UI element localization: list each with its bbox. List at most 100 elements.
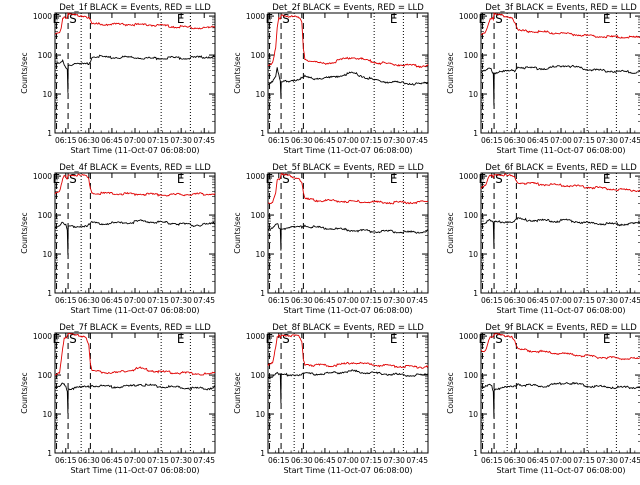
x-tick-label: 06:45 (527, 456, 549, 465)
x-tick-label: 07:30 (383, 136, 405, 145)
panel-title: Det_2f BLACK = Events, RED = LLD (272, 3, 424, 13)
plot-frame (267, 172, 429, 294)
x-tick-label: 07:30 (596, 136, 618, 145)
marker-e-end: E (603, 12, 611, 26)
panel-4: Det_4f BLACK = Events, RED = LLD 1 10 100 10… (20, 163, 216, 315)
x-tick-label: 06:30 (78, 136, 100, 145)
x-tick-label: 07:00 (337, 136, 359, 145)
marker-e-start: E (53, 332, 61, 346)
panel-6: Det_6f BLACK = Events, RED = LLD 1 10 100 10… (446, 163, 640, 315)
y-tick-label: 100 (464, 51, 479, 60)
y-tick-label: 100 (38, 51, 53, 60)
x-tick-label: 07:45 (406, 136, 428, 145)
events-series-line (54, 382, 216, 414)
plot-frame (267, 12, 429, 134)
marker-e-start: E (479, 172, 487, 186)
y-axis-label: Counts/sec (446, 52, 455, 93)
x-tick-label: 07:45 (619, 296, 640, 305)
marker-e-end: E (177, 332, 185, 346)
y-tick-label: 100 (464, 371, 479, 380)
x-tick-label: 07:45 (619, 456, 640, 465)
panel-title: Det_7f BLACK = Events, RED = LLD (59, 323, 211, 333)
x-tick-label: 06:45 (314, 136, 336, 145)
x-tick-label: 07:45 (619, 136, 640, 145)
lld-series-line (267, 172, 429, 205)
marker-s: S (495, 332, 503, 346)
lld-series-line (54, 11, 216, 35)
panel-5: Det_5f BLACK = Events, RED = LLD 1 10 100 10… (233, 163, 429, 315)
y-tick-label: 10 (42, 90, 52, 99)
x-axis-label: Start Time (11-Oct-07 06:08:00) (496, 306, 625, 315)
y-tick-label: 1 (473, 289, 478, 298)
y-tick-label: 10 (255, 90, 265, 99)
x-tick-label: 06:45 (101, 296, 123, 305)
x-tick-label: 06:45 (314, 296, 336, 305)
plot-frame (54, 172, 216, 294)
y-tick-label: 10 (42, 410, 52, 419)
y-axis-label: Counts/sec (446, 372, 455, 413)
x-tick-label: 07:30 (596, 296, 618, 305)
x-tick-label: 06:15 (55, 296, 77, 305)
events-series-line (54, 54, 216, 93)
x-tick-label: 06:30 (504, 456, 526, 465)
x-tick-label: 06:15 (268, 296, 290, 305)
y-tick-label: 100 (38, 371, 53, 380)
x-tick-label: 06:45 (314, 456, 336, 465)
y-tick-label: 1000 (459, 12, 478, 21)
panel-title: Det_8f BLACK = Events, RED = LLD (272, 323, 424, 333)
panel-title: Det_4f BLACK = Events, RED = LLD (59, 163, 211, 173)
x-tick-label: 07:00 (124, 456, 146, 465)
x-tick-label: 07:00 (550, 296, 572, 305)
y-tick-label: 10 (42, 250, 52, 259)
x-tick-label: 07:00 (124, 296, 146, 305)
panel-1: Det_1f BLACK = Events, RED = LLD 1 10 100 10… (20, 3, 216, 155)
x-tick-label: 07:00 (337, 296, 359, 305)
marker-s: S (282, 12, 290, 26)
lld-series-line (267, 334, 429, 369)
x-tick-label: 06:45 (101, 456, 123, 465)
x-axis-label: Start Time (11-Oct-07 06:08:00) (283, 146, 412, 155)
lld-series-line (480, 11, 640, 39)
x-tick-label: 07:00 (337, 456, 359, 465)
lld-series-line (54, 332, 216, 376)
x-tick-label: 07:45 (193, 456, 215, 465)
y-tick-label: 1000 (33, 12, 52, 21)
marker-s: S (69, 12, 77, 26)
panel-title: Det_3f BLACK = Events, RED = LLD (485, 3, 637, 13)
y-tick-label: 1 (473, 449, 478, 458)
marker-e-end: E (177, 172, 185, 186)
x-tick-label: 07:30 (170, 136, 192, 145)
x-tick-label: 07:15 (360, 296, 382, 305)
y-tick-label: 1 (260, 129, 265, 138)
panel-title: Det_9f BLACK = Events, RED = LLD (485, 323, 637, 333)
marker-s: S (495, 12, 503, 26)
panel-7: Det_7f BLACK = Events, RED = LLD 1 10 100 10… (20, 323, 216, 475)
marker-s: S (69, 172, 77, 186)
y-tick-label: 1 (47, 289, 52, 298)
panel-3: Det_3f BLACK = Events, RED = LLD 1 10 100 10… (446, 3, 640, 155)
panel-9: Det_9f BLACK = Events, RED = LLD 1 10 100 10… (446, 323, 640, 475)
marker-e-start: E (53, 172, 61, 186)
x-axis-label: Start Time (11-Oct-07 06:08:00) (283, 306, 412, 315)
panel-title: Det_1f BLACK = Events, RED = LLD (59, 3, 211, 13)
marker-e-start: E (479, 332, 487, 346)
marker-e-start: E (53, 12, 61, 26)
x-tick-label: 07:45 (406, 296, 428, 305)
x-tick-label: 07:00 (550, 136, 572, 145)
y-tick-label: 100 (464, 211, 479, 220)
y-tick-label: 10 (468, 90, 478, 99)
marker-e-start: E (266, 332, 274, 346)
x-tick-label: 06:15 (55, 456, 77, 465)
x-tick-label: 07:15 (573, 456, 595, 465)
x-tick-label: 06:15 (481, 136, 503, 145)
y-tick-label: 100 (38, 211, 53, 220)
y-tick-label: 1000 (33, 172, 52, 181)
y-tick-label: 10 (468, 410, 478, 419)
y-tick-label: 10 (468, 250, 478, 259)
y-axis-label: Counts/sec (20, 372, 29, 413)
y-axis-label: Counts/sec (20, 212, 29, 253)
x-tick-label: 07:45 (193, 136, 215, 145)
events-series-line (480, 64, 640, 106)
marker-e-end: E (390, 332, 398, 346)
